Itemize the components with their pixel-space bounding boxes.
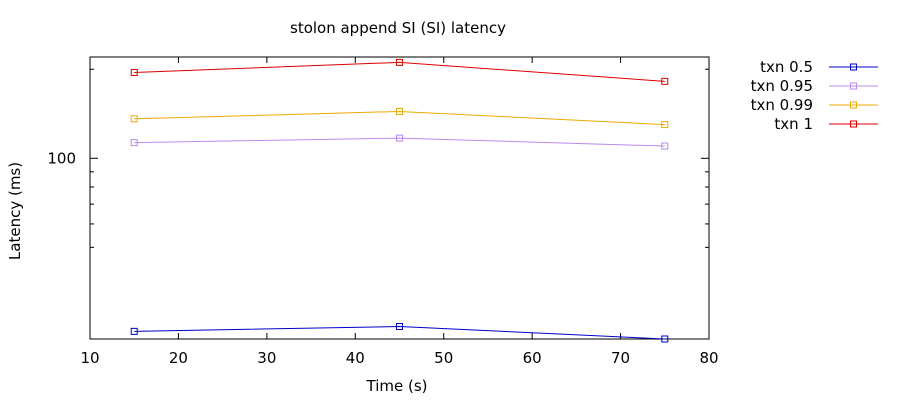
axis-ticks: 10 20 30 40 50 60 70 80 100 <box>47 57 719 367</box>
series-txn-0_5 <box>130 323 669 343</box>
x-axis-label: Time (s) <box>366 377 428 395</box>
series-txn-0_95 <box>130 134 669 150</box>
legend-item: txn 1 <box>774 115 878 133</box>
y-tick-label: 100 <box>47 149 76 167</box>
data-point <box>130 115 138 123</box>
x-tick-label: 60 <box>523 349 542 367</box>
legend-swatch-marker <box>850 82 857 90</box>
series-line <box>134 110 665 126</box>
legend-item: txn 0.99 <box>751 96 878 114</box>
x-tick-label: 10 <box>80 349 99 367</box>
data-point <box>130 68 138 76</box>
legend-item: txn 0.5 <box>760 58 878 76</box>
legend-item: txn 0.95 <box>751 77 878 95</box>
series-line <box>134 137 665 147</box>
legend-label: txn 0.99 <box>751 96 813 114</box>
series-line <box>134 326 665 340</box>
legend-swatch-marker <box>850 63 857 71</box>
x-tick-label: 40 <box>346 349 365 367</box>
data-point <box>396 107 403 115</box>
legend-swatch-marker <box>850 101 857 109</box>
x-tick-label: 50 <box>434 349 453 367</box>
data-point <box>661 142 669 150</box>
data-point <box>661 121 669 129</box>
series-txn-1 <box>130 58 669 85</box>
legend-label: txn 1 <box>774 115 813 133</box>
legend-swatch-marker <box>850 120 857 128</box>
x-tick-label: 70 <box>611 349 630 367</box>
data-point <box>396 58 403 66</box>
x-tick-label: 80 <box>699 349 718 367</box>
data-point <box>130 139 138 147</box>
legend-label: txn 0.95 <box>751 77 813 95</box>
legend-label: txn 0.5 <box>760 58 813 76</box>
data-point <box>396 323 403 331</box>
series-txn-0_99 <box>130 107 669 129</box>
chart-title: stolon append SI (SI) latency <box>290 19 506 37</box>
y-axis-label: Latency (ms) <box>6 162 24 260</box>
data-point <box>130 327 138 335</box>
series-line <box>134 61 665 82</box>
plot-area-frame <box>89 56 710 340</box>
data-point <box>661 335 669 343</box>
data-point <box>396 134 403 142</box>
series-layer <box>130 58 669 343</box>
x-tick-label: 20 <box>169 349 188 367</box>
x-tick-label: 30 <box>257 349 276 367</box>
data-point <box>661 77 669 85</box>
